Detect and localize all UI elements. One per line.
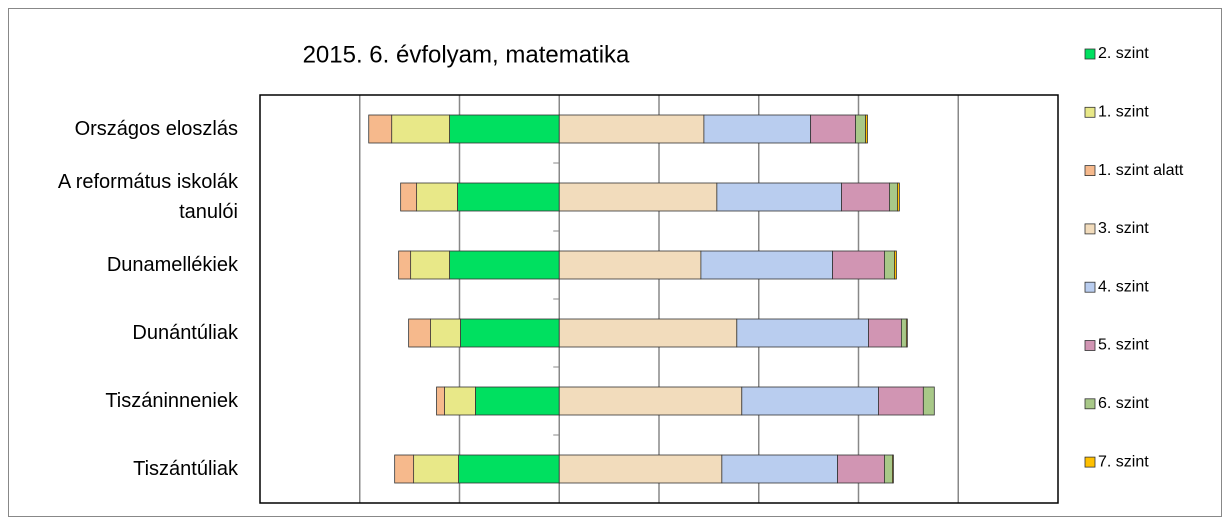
bar-segment	[837, 454, 885, 484]
bar-segment	[444, 386, 476, 416]
legend-label: 6. szint	[1098, 395, 1149, 412]
bar-segment	[458, 454, 560, 484]
bar-segment	[436, 386, 445, 416]
chart-title: 2015. 6. évfolyam, matematika	[303, 41, 630, 68]
bar-segment	[558, 318, 738, 348]
bar-segment	[905, 318, 908, 348]
bar-segment	[457, 182, 560, 212]
bar-segment	[460, 318, 560, 348]
legend-swatch	[1084, 281, 1096, 293]
plot-frame	[259, 94, 1059, 504]
legend-swatch	[1084, 106, 1096, 118]
bar-segment	[391, 114, 450, 144]
category-label: Dunántúliak	[132, 322, 238, 344]
category-label: Országos eloszlás	[74, 118, 238, 140]
bar-segment	[841, 182, 890, 212]
bar-segment	[398, 250, 412, 280]
bar-segment	[449, 250, 560, 280]
bar-segment	[741, 386, 879, 416]
bar-segment	[449, 114, 560, 144]
legend-swatch	[1084, 340, 1096, 351]
bar-segment	[475, 386, 560, 416]
category-label: Tiszántúliak	[133, 458, 238, 480]
bar-segment	[878, 386, 924, 416]
legend-label: 2. szint	[1098, 45, 1149, 62]
bar-segment	[558, 182, 718, 212]
bar-segment	[889, 182, 898, 212]
legend-label: 3. szint	[1098, 220, 1149, 237]
bar-segment	[868, 318, 902, 348]
legend-swatch	[1084, 398, 1096, 410]
bar-segment	[430, 318, 461, 348]
bar-segment	[865, 114, 868, 144]
bar-segment	[416, 182, 458, 212]
legend-swatch	[1084, 165, 1096, 177]
bar-segment	[894, 250, 897, 280]
bar-segment	[558, 250, 702, 280]
legend-label: 5. szint	[1098, 337, 1149, 354]
bar-segment	[558, 114, 705, 144]
bar-segment	[700, 250, 833, 280]
category-label: Dunamellékiek	[106, 254, 238, 276]
bar-segment	[897, 182, 900, 212]
bar-segment	[413, 454, 459, 484]
chart-border	[8, 8, 1222, 517]
bar-segment	[922, 386, 935, 416]
bar-segment	[832, 250, 885, 280]
bar-segment	[855, 114, 866, 144]
legend-label: 4. szint	[1098, 278, 1149, 295]
bar-segment	[558, 386, 743, 416]
category-label: A református iskolák tanulói	[57, 171, 238, 223]
bar-segment	[900, 318, 907, 348]
bar-segment	[400, 182, 418, 212]
bar-segment	[408, 318, 431, 348]
bar-segment	[368, 114, 393, 144]
bar-segment	[721, 454, 838, 484]
legend-label: 7. szint	[1098, 453, 1149, 470]
bar-segment	[716, 182, 842, 212]
bar-segment	[884, 454, 893, 484]
bar-segment	[810, 114, 856, 144]
bar-segment	[884, 250, 895, 280]
legend-label: 1. szint	[1098, 104, 1149, 121]
bar-segment	[410, 250, 450, 280]
bar-segment	[394, 454, 415, 484]
category-label: Tiszáninneniek	[105, 390, 238, 412]
bar-segment	[736, 318, 869, 348]
legend-swatch	[1084, 48, 1096, 60]
bar-segment	[892, 454, 894, 484]
bar-segment	[703, 114, 812, 144]
legend-swatch	[1084, 456, 1096, 468]
bar-segment	[558, 454, 723, 484]
legend-label: 1. szint alatt	[1098, 162, 1184, 179]
legend-swatch	[1084, 223, 1096, 235]
